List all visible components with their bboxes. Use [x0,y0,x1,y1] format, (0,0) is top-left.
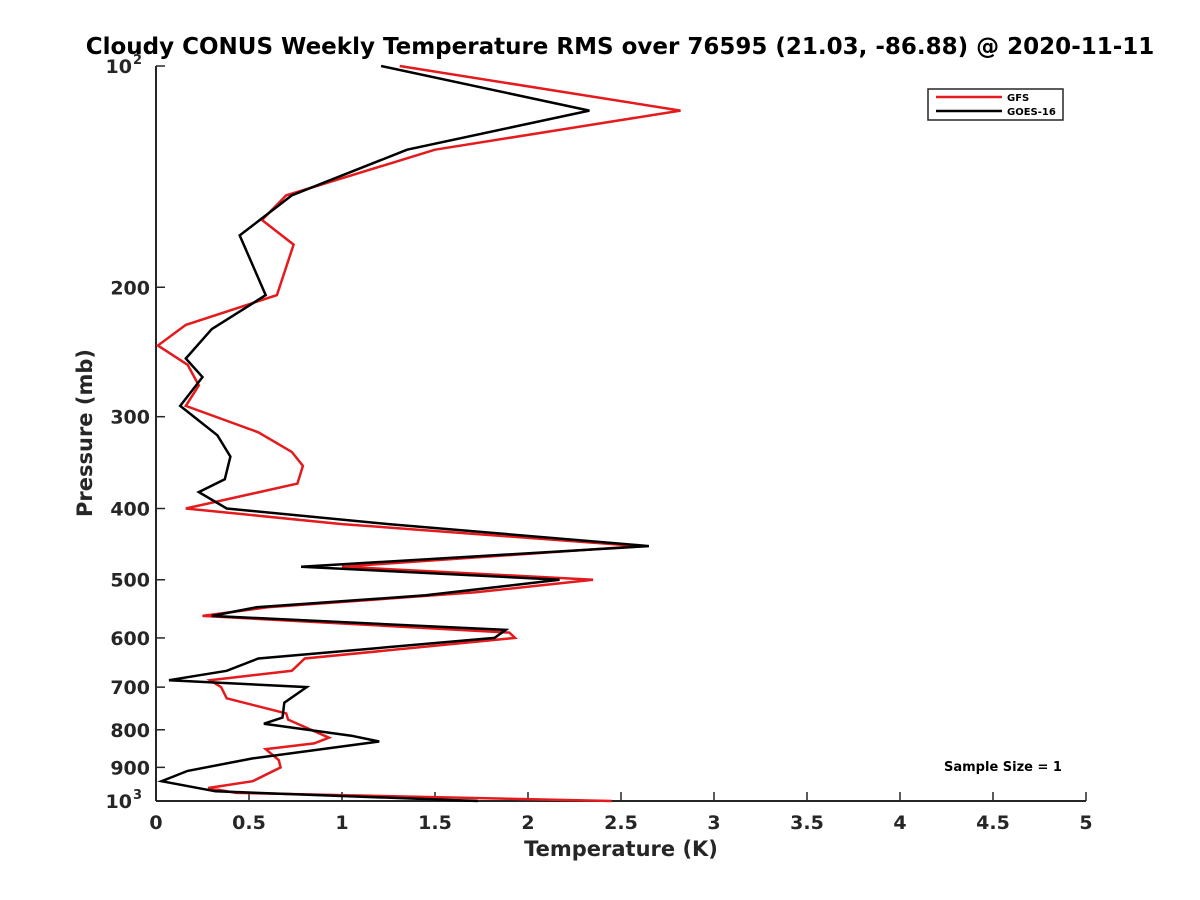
x-tick-label: 5 [1079,812,1092,834]
legend-label-goes-16: GOES-16 [1007,107,1056,118]
legend: GFS GOES-16 [927,88,1064,121]
x-tick-label: 3.5 [790,812,824,834]
y-axis-label: Pressure (mb) [73,349,97,517]
y-tick-label: 10 [106,56,132,78]
y-tick-exponent: 3 [133,788,142,803]
y-tick-exponent: 2 [133,53,142,68]
y-tick-label: 10 [106,791,132,813]
y-tick-label: 900 [110,757,150,779]
x-tick-label: 2.5 [604,812,638,834]
chart-title: Cloudy CONUS Weekly Temperature RMS over… [86,34,1155,60]
x-tick-label: 4.5 [976,812,1010,834]
series-line-gfs [155,64,681,803]
y-tick-label: 400 [110,499,150,521]
series-layer [155,64,681,803]
y-tick-label: 700 [110,677,150,699]
legend-box [927,88,1064,121]
y-tick-label: 500 [110,570,150,592]
sample-size-annotation: Sample Size = 1 [944,760,1062,775]
x-axis-ticks: 0 0.5 1 1.5 2 2.5 3 3.5 4 4.5 5 [149,792,1093,834]
y-tick-label: 200 [110,277,150,299]
y-tick-label: 600 [110,628,150,650]
x-tick-label: 1 [335,812,348,834]
y-tick-label: 300 [110,407,150,429]
x-tick-label: 1.5 [418,812,452,834]
legend-label-gfs: GFS [1007,93,1029,104]
x-tick-label: 4 [893,812,906,834]
plot-area [155,66,1086,802]
y-tick-label: 800 [110,720,150,742]
x-axis-label: Temperature (K) [524,837,718,861]
x-tick-label: 2 [521,812,534,834]
x-tick-label: 0.5 [232,812,266,834]
x-tick-label: 3 [707,812,720,834]
series-line-goes-16 [157,64,650,803]
x-tick-label: 0 [149,812,162,834]
